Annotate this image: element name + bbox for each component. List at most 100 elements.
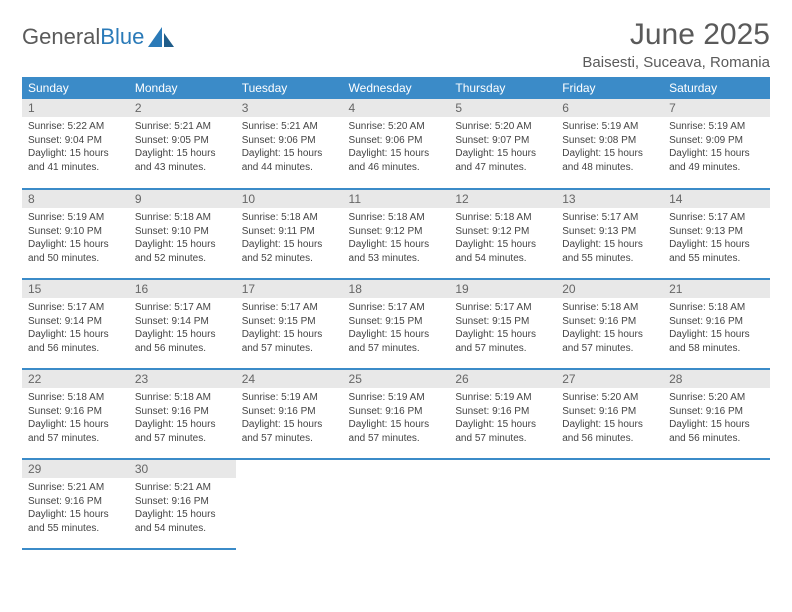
logo-text-1: General — [22, 24, 100, 50]
day-line: Daylight: 15 hours — [135, 418, 230, 432]
day-number: 26 — [449, 370, 556, 388]
day-line: Sunrise: 5:20 AM — [349, 120, 444, 134]
day-line: and 57 minutes. — [28, 432, 123, 446]
calendar-day-cell: 15Sunrise: 5:17 AMSunset: 9:14 PMDayligh… — [22, 279, 129, 369]
day-line: Sunset: 9:14 PM — [28, 315, 123, 329]
day-line: and 47 minutes. — [455, 161, 550, 175]
calendar-body: 1Sunrise: 5:22 AMSunset: 9:04 PMDaylight… — [22, 99, 770, 549]
day-line: Daylight: 15 hours — [135, 508, 230, 522]
day-line: and 54 minutes. — [135, 522, 230, 536]
calendar-day-cell: 20Sunrise: 5:18 AMSunset: 9:16 PMDayligh… — [556, 279, 663, 369]
calendar-day-cell: 8Sunrise: 5:19 AMSunset: 9:10 PMDaylight… — [22, 189, 129, 279]
day-line: Sunset: 9:15 PM — [242, 315, 337, 329]
calendar-day-cell: 27Sunrise: 5:20 AMSunset: 9:16 PMDayligh… — [556, 369, 663, 459]
day-line: and 48 minutes. — [562, 161, 657, 175]
day-number: 16 — [129, 280, 236, 298]
day-number: 10 — [236, 190, 343, 208]
calendar-day-cell: 21Sunrise: 5:18 AMSunset: 9:16 PMDayligh… — [663, 279, 770, 369]
day-number: 12 — [449, 190, 556, 208]
day-line: Sunrise: 5:18 AM — [562, 301, 657, 315]
day-line: Sunset: 9:05 PM — [135, 134, 230, 148]
day-content: Sunrise: 5:17 AMSunset: 9:14 PMDaylight:… — [129, 298, 236, 359]
day-line: and 56 minutes. — [135, 342, 230, 356]
day-content: Sunrise: 5:19 AMSunset: 9:16 PMDaylight:… — [343, 388, 450, 449]
day-line: and 56 minutes. — [562, 432, 657, 446]
day-line: Sunset: 9:16 PM — [28, 405, 123, 419]
day-line: Sunset: 9:16 PM — [242, 405, 337, 419]
day-line: Daylight: 15 hours — [455, 418, 550, 432]
calendar-day-cell: 12Sunrise: 5:18 AMSunset: 9:12 PMDayligh… — [449, 189, 556, 279]
day-line: Daylight: 15 hours — [135, 238, 230, 252]
day-line: Daylight: 15 hours — [455, 238, 550, 252]
day-number: 21 — [663, 280, 770, 298]
weekday-header: Monday — [129, 77, 236, 99]
calendar-week-row: 8Sunrise: 5:19 AMSunset: 9:10 PMDaylight… — [22, 189, 770, 279]
day-number: 24 — [236, 370, 343, 388]
day-line: Sunrise: 5:20 AM — [669, 391, 764, 405]
day-line: Sunrise: 5:18 AM — [135, 391, 230, 405]
day-content: Sunrise: 5:17 AMSunset: 9:15 PMDaylight:… — [236, 298, 343, 359]
day-line: Sunrise: 5:17 AM — [242, 301, 337, 315]
day-number: 8 — [22, 190, 129, 208]
calendar-day-cell: 17Sunrise: 5:17 AMSunset: 9:15 PMDayligh… — [236, 279, 343, 369]
day-line: and 44 minutes. — [242, 161, 337, 175]
calendar-day-cell: 18Sunrise: 5:17 AMSunset: 9:15 PMDayligh… — [343, 279, 450, 369]
day-line: and 57 minutes. — [455, 342, 550, 356]
day-number: 7 — [663, 99, 770, 117]
day-line: Daylight: 15 hours — [349, 147, 444, 161]
day-content: Sunrise: 5:20 AMSunset: 9:16 PMDaylight:… — [663, 388, 770, 449]
day-line: Sunrise: 5:19 AM — [28, 211, 123, 225]
day-line: Sunrise: 5:17 AM — [349, 301, 444, 315]
calendar-week-row: 15Sunrise: 5:17 AMSunset: 9:14 PMDayligh… — [22, 279, 770, 369]
day-line: Sunrise: 5:17 AM — [28, 301, 123, 315]
day-line: Daylight: 15 hours — [135, 328, 230, 342]
day-line: Sunset: 9:16 PM — [669, 315, 764, 329]
day-content: Sunrise: 5:21 AMSunset: 9:16 PMDaylight:… — [22, 478, 129, 539]
calendar-week-row: 22Sunrise: 5:18 AMSunset: 9:16 PMDayligh… — [22, 369, 770, 459]
calendar-day-cell: 19Sunrise: 5:17 AMSunset: 9:15 PMDayligh… — [449, 279, 556, 369]
day-line: Sunset: 9:07 PM — [455, 134, 550, 148]
day-line: Sunset: 9:16 PM — [349, 405, 444, 419]
day-content: Sunrise: 5:17 AMSunset: 9:13 PMDaylight:… — [556, 208, 663, 269]
day-line: Sunrise: 5:18 AM — [455, 211, 550, 225]
day-line: and 54 minutes. — [455, 252, 550, 266]
day-line: Daylight: 15 hours — [242, 147, 337, 161]
day-line: Sunset: 9:16 PM — [135, 495, 230, 509]
day-line: Daylight: 15 hours — [28, 147, 123, 161]
title-block: June 2025 Baisesti, Suceava, Romania — [582, 18, 770, 71]
calendar-empty-cell — [343, 459, 450, 549]
day-content: Sunrise: 5:19 AMSunset: 9:10 PMDaylight:… — [22, 208, 129, 269]
day-number: 1 — [22, 99, 129, 117]
day-line: and 57 minutes. — [455, 432, 550, 446]
calendar-day-cell: 23Sunrise: 5:18 AMSunset: 9:16 PMDayligh… — [129, 369, 236, 459]
day-content: Sunrise: 5:18 AMSunset: 9:11 PMDaylight:… — [236, 208, 343, 269]
day-line: Sunrise: 5:18 AM — [28, 391, 123, 405]
calendar-day-cell: 3Sunrise: 5:21 AMSunset: 9:06 PMDaylight… — [236, 99, 343, 189]
day-line: Sunrise: 5:18 AM — [349, 211, 444, 225]
weekday-header: Sunday — [22, 77, 129, 99]
day-number: 6 — [556, 99, 663, 117]
day-line: Sunrise: 5:19 AM — [562, 120, 657, 134]
day-line: and 55 minutes. — [28, 522, 123, 536]
day-line: Daylight: 15 hours — [455, 328, 550, 342]
day-content: Sunrise: 5:19 AMSunset: 9:09 PMDaylight:… — [663, 117, 770, 178]
location: Baisesti, Suceava, Romania — [582, 54, 770, 71]
header: GeneralBlue June 2025 Baisesti, Suceava,… — [22, 18, 770, 71]
day-line: Daylight: 15 hours — [562, 418, 657, 432]
calendar-day-cell: 28Sunrise: 5:20 AMSunset: 9:16 PMDayligh… — [663, 369, 770, 459]
day-line: Sunset: 9:12 PM — [349, 225, 444, 239]
day-line: Sunrise: 5:20 AM — [562, 391, 657, 405]
day-line: Sunset: 9:10 PM — [135, 225, 230, 239]
day-number: 9 — [129, 190, 236, 208]
day-line: Daylight: 15 hours — [28, 508, 123, 522]
weekday-header: Friday — [556, 77, 663, 99]
day-line: Sunrise: 5:17 AM — [135, 301, 230, 315]
calendar-empty-cell — [236, 459, 343, 549]
day-line: Daylight: 15 hours — [562, 238, 657, 252]
day-line: Daylight: 15 hours — [242, 418, 337, 432]
day-line: Daylight: 15 hours — [349, 418, 444, 432]
calendar-empty-cell — [556, 459, 663, 549]
day-number: 25 — [343, 370, 450, 388]
day-line: Sunrise: 5:21 AM — [135, 120, 230, 134]
day-content: Sunrise: 5:21 AMSunset: 9:05 PMDaylight:… — [129, 117, 236, 178]
